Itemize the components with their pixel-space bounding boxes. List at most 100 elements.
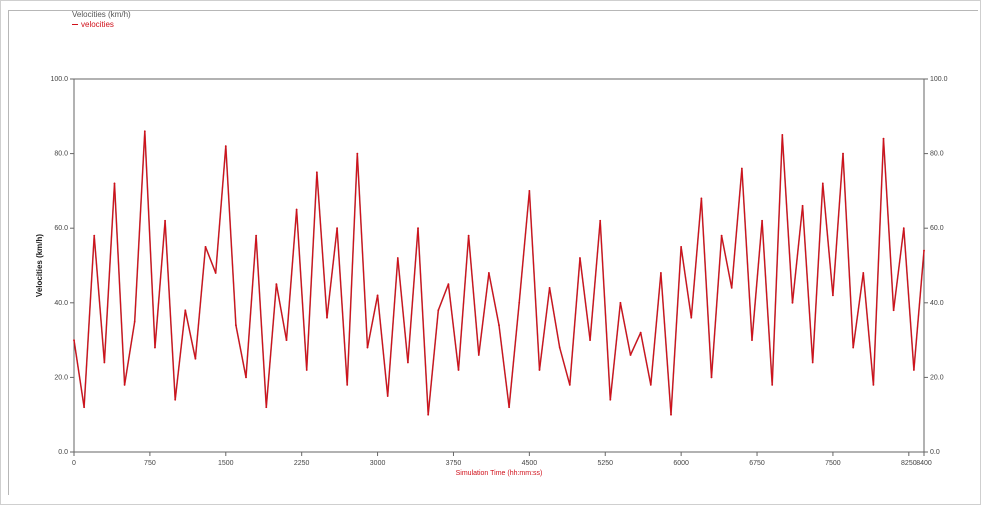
data-point xyxy=(882,137,885,140)
data-point xyxy=(690,316,693,319)
legend-entry-velocities[interactable]: velocities xyxy=(72,20,131,30)
data-point xyxy=(224,145,227,148)
data-point xyxy=(457,369,460,371)
plot-area-border xyxy=(73,78,925,453)
legend-swatch xyxy=(72,24,78,26)
data-point xyxy=(113,182,116,185)
data-point xyxy=(518,301,521,304)
data-point xyxy=(93,234,96,237)
legend-entry-label: velocities xyxy=(81,20,114,29)
data-point xyxy=(336,227,338,230)
data-point xyxy=(811,361,814,364)
data-point xyxy=(680,245,683,248)
data-point xyxy=(852,346,855,349)
frame-left-border xyxy=(8,10,9,495)
x-tick-label: 7500 xyxy=(825,460,841,467)
data-point xyxy=(346,383,349,386)
x-axis-label: Simulation Time (hh:mm:ss) xyxy=(456,470,543,477)
y-axis-label: Velocities (km/h) xyxy=(35,234,44,297)
x-tick-label: 2250 xyxy=(294,460,310,467)
data-point xyxy=(700,197,703,200)
data-point xyxy=(103,361,106,364)
data-point xyxy=(781,134,784,136)
data-point xyxy=(204,245,207,248)
data-point xyxy=(315,171,318,174)
data-point xyxy=(396,257,399,259)
data-point xyxy=(821,182,824,185)
data-point xyxy=(629,354,632,356)
data-point xyxy=(639,331,642,334)
data-point xyxy=(902,227,905,230)
data-point xyxy=(568,383,571,386)
data-point xyxy=(771,383,774,386)
data-point xyxy=(245,376,247,379)
data-point xyxy=(862,272,865,274)
data-point xyxy=(498,324,500,327)
data-point xyxy=(376,294,379,297)
data-point xyxy=(710,376,713,379)
data-point xyxy=(356,152,359,155)
data-point xyxy=(437,309,440,312)
data-point xyxy=(143,130,146,133)
x-tick-label: 8250 xyxy=(901,460,917,467)
y-tick-label: 80.0 xyxy=(54,151,68,158)
data-point xyxy=(285,339,288,341)
data-point xyxy=(538,369,541,371)
x-tick-label: 3000 xyxy=(370,460,386,467)
frame-top-border xyxy=(8,10,978,11)
x-tick-label: 8400 xyxy=(916,460,932,467)
data-point xyxy=(832,294,834,297)
data-point xyxy=(305,369,308,371)
data-point xyxy=(761,219,763,222)
data-point xyxy=(133,320,136,323)
data-point xyxy=(427,413,430,416)
data-point xyxy=(164,219,166,222)
data-point xyxy=(386,395,389,397)
data-point xyxy=(589,339,591,341)
data-point xyxy=(487,272,490,274)
data-point xyxy=(275,283,278,286)
data-point xyxy=(326,316,328,319)
data-point xyxy=(235,324,237,327)
data-point xyxy=(265,406,268,409)
data-point xyxy=(740,167,743,170)
legend: Velocities (km/h) velocities xyxy=(72,10,131,30)
data-point xyxy=(619,301,622,304)
data-point xyxy=(720,234,723,237)
y2-tick-label: 20.0 xyxy=(930,374,944,381)
y2-tick-label: 60.0 xyxy=(930,225,944,232)
data-point xyxy=(477,354,480,356)
y2-tick-label: 80.0 xyxy=(930,151,944,158)
x-tick-label: 750 xyxy=(144,460,156,467)
data-point xyxy=(184,309,187,312)
data-point xyxy=(609,398,612,401)
data-point xyxy=(923,249,925,252)
data-point xyxy=(83,406,86,409)
y2-tick-label: 0.0 xyxy=(930,449,940,456)
data-point xyxy=(670,413,672,416)
y-tick-label: 0.0 xyxy=(58,449,68,456)
data-point xyxy=(599,219,602,222)
data-point xyxy=(558,346,561,349)
data-point xyxy=(579,257,581,259)
y2-tick-label: 40.0 xyxy=(930,300,944,307)
data-point xyxy=(366,346,369,349)
data-point xyxy=(194,357,197,360)
x-tick-label: 6750 xyxy=(749,460,765,467)
data-point xyxy=(295,208,298,211)
data-point xyxy=(123,383,126,386)
series-line-velocities xyxy=(73,130,925,416)
x-tick-label: 0 xyxy=(72,460,76,467)
y-tick-label: 60.0 xyxy=(54,225,68,232)
data-point xyxy=(751,339,753,341)
data-point xyxy=(447,283,450,286)
data-point xyxy=(842,152,844,155)
legend-title: Velocities (km/h) xyxy=(72,10,131,19)
x-tick-label: 4500 xyxy=(522,460,538,467)
series-line-shadow xyxy=(73,130,925,416)
data-point xyxy=(255,234,258,237)
y-tick-label: 100.0 xyxy=(50,76,68,83)
data-point xyxy=(174,398,177,401)
